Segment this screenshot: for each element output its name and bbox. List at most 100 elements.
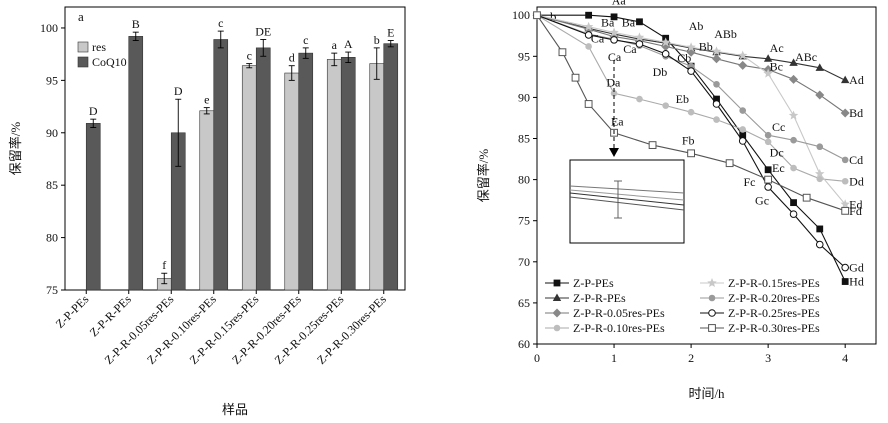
data-point (816, 143, 824, 151)
data-point (662, 102, 669, 109)
significance-letter: Fd (849, 204, 862, 218)
significance-letter: Db (653, 65, 668, 79)
significance-letter: Ca (591, 31, 605, 45)
significance-letter: DE (255, 24, 271, 38)
data-point (840, 75, 850, 84)
significance-letter: D (174, 84, 183, 98)
data-point (552, 293, 562, 301)
bar (255, 47, 271, 291)
significance-letter: Cd (849, 153, 863, 167)
significance-letter: c (247, 49, 252, 63)
inset-line (569, 189, 685, 201)
legend-label: Z-P-R-0.25res-PEs (728, 306, 820, 320)
data-point (764, 175, 773, 184)
data-point (552, 308, 562, 318)
significance-letter: E (387, 26, 394, 40)
x-tick-label: 0 (534, 351, 540, 365)
y-tick-label: 95 (518, 49, 530, 63)
data-point (764, 138, 772, 146)
series-line (536, 14, 846, 81)
bar (128, 36, 144, 291)
significance-letter: A (344, 37, 353, 51)
significance-letter: Ac (770, 41, 784, 55)
data-point (553, 324, 561, 332)
data-point (585, 43, 592, 50)
data-point (816, 225, 824, 233)
bar (85, 123, 101, 291)
data-point (661, 50, 670, 58)
bar (340, 57, 356, 291)
data-point (634, 32, 645, 42)
data-point (763, 54, 773, 62)
data-point (815, 240, 824, 249)
y-tick-label: 90 (518, 90, 530, 104)
significance-letter: Hd (849, 275, 864, 289)
series-line (536, 14, 846, 269)
data-point (687, 67, 695, 75)
data-point (707, 278, 717, 288)
data-point (815, 90, 825, 100)
y-tick-label: 85 (46, 178, 58, 192)
data-point (725, 159, 734, 168)
legend-label: Z-P-R-0.15res-PEs (728, 276, 820, 290)
bar (213, 39, 229, 291)
data-point (764, 131, 772, 139)
significance-letter: Bb (699, 40, 713, 54)
y-tick-label: 75 (46, 283, 58, 297)
series-line (536, 14, 846, 205)
panel-label: b (550, 9, 557, 24)
inset-line (569, 192, 685, 206)
y-tick-label: 95 (46, 73, 58, 87)
data-point (763, 68, 773, 78)
series-line (537, 14, 846, 282)
data-point (609, 27, 619, 37)
significance-letter: Fb (682, 133, 695, 147)
x-axis-label: 样品 (222, 402, 248, 417)
legend-label: Z-P-R-0.20res-PEs (728, 291, 820, 305)
significance-letter: D (89, 104, 98, 118)
y-tick-label: 80 (518, 173, 530, 187)
x-tick-label: 4 (842, 351, 848, 365)
data-point (648, 141, 657, 149)
legend-label: Z-P-R-0.05res-PEs (573, 306, 665, 320)
plot-frame (536, 6, 877, 345)
significance-letter: d (289, 51, 295, 65)
bar (369, 63, 385, 291)
data-point (610, 36, 618, 44)
significance-letter: Cb (677, 51, 691, 65)
data-point (788, 110, 799, 120)
data-point (708, 294, 716, 302)
significance-letter: Ba (622, 16, 636, 30)
data-point (712, 100, 721, 108)
data-point (713, 116, 720, 123)
data-point (584, 31, 593, 39)
data-point (841, 156, 849, 164)
data-point (790, 136, 797, 144)
data-point (737, 50, 748, 60)
y-tick-label: 85 (518, 132, 530, 146)
y-tick-label: 90 (46, 126, 58, 140)
data-point (686, 42, 696, 52)
significance-letter: Ec (772, 161, 785, 175)
data-point (713, 80, 720, 88)
x-axis-label: 时间/h (688, 386, 725, 401)
data-point (583, 21, 594, 31)
data-point (840, 108, 850, 118)
significance-letter: Ea (611, 114, 624, 128)
y-tick-label: 100 (512, 8, 530, 22)
zoom-arrowhead (609, 148, 619, 157)
data-point (790, 164, 797, 172)
significance-letter: Eb (676, 92, 689, 106)
significance-letter: Gd (849, 261, 864, 275)
data-point (789, 210, 798, 218)
legend-swatch (77, 41, 89, 53)
zoom-inset (569, 159, 685, 244)
y-tick-label: 100 (40, 21, 58, 35)
significance-letter: Gc (755, 193, 769, 207)
data-point (764, 183, 772, 191)
data-point (687, 108, 695, 116)
bar (298, 52, 314, 291)
data-point (533, 11, 541, 20)
significance-letter: Fc (743, 175, 755, 189)
